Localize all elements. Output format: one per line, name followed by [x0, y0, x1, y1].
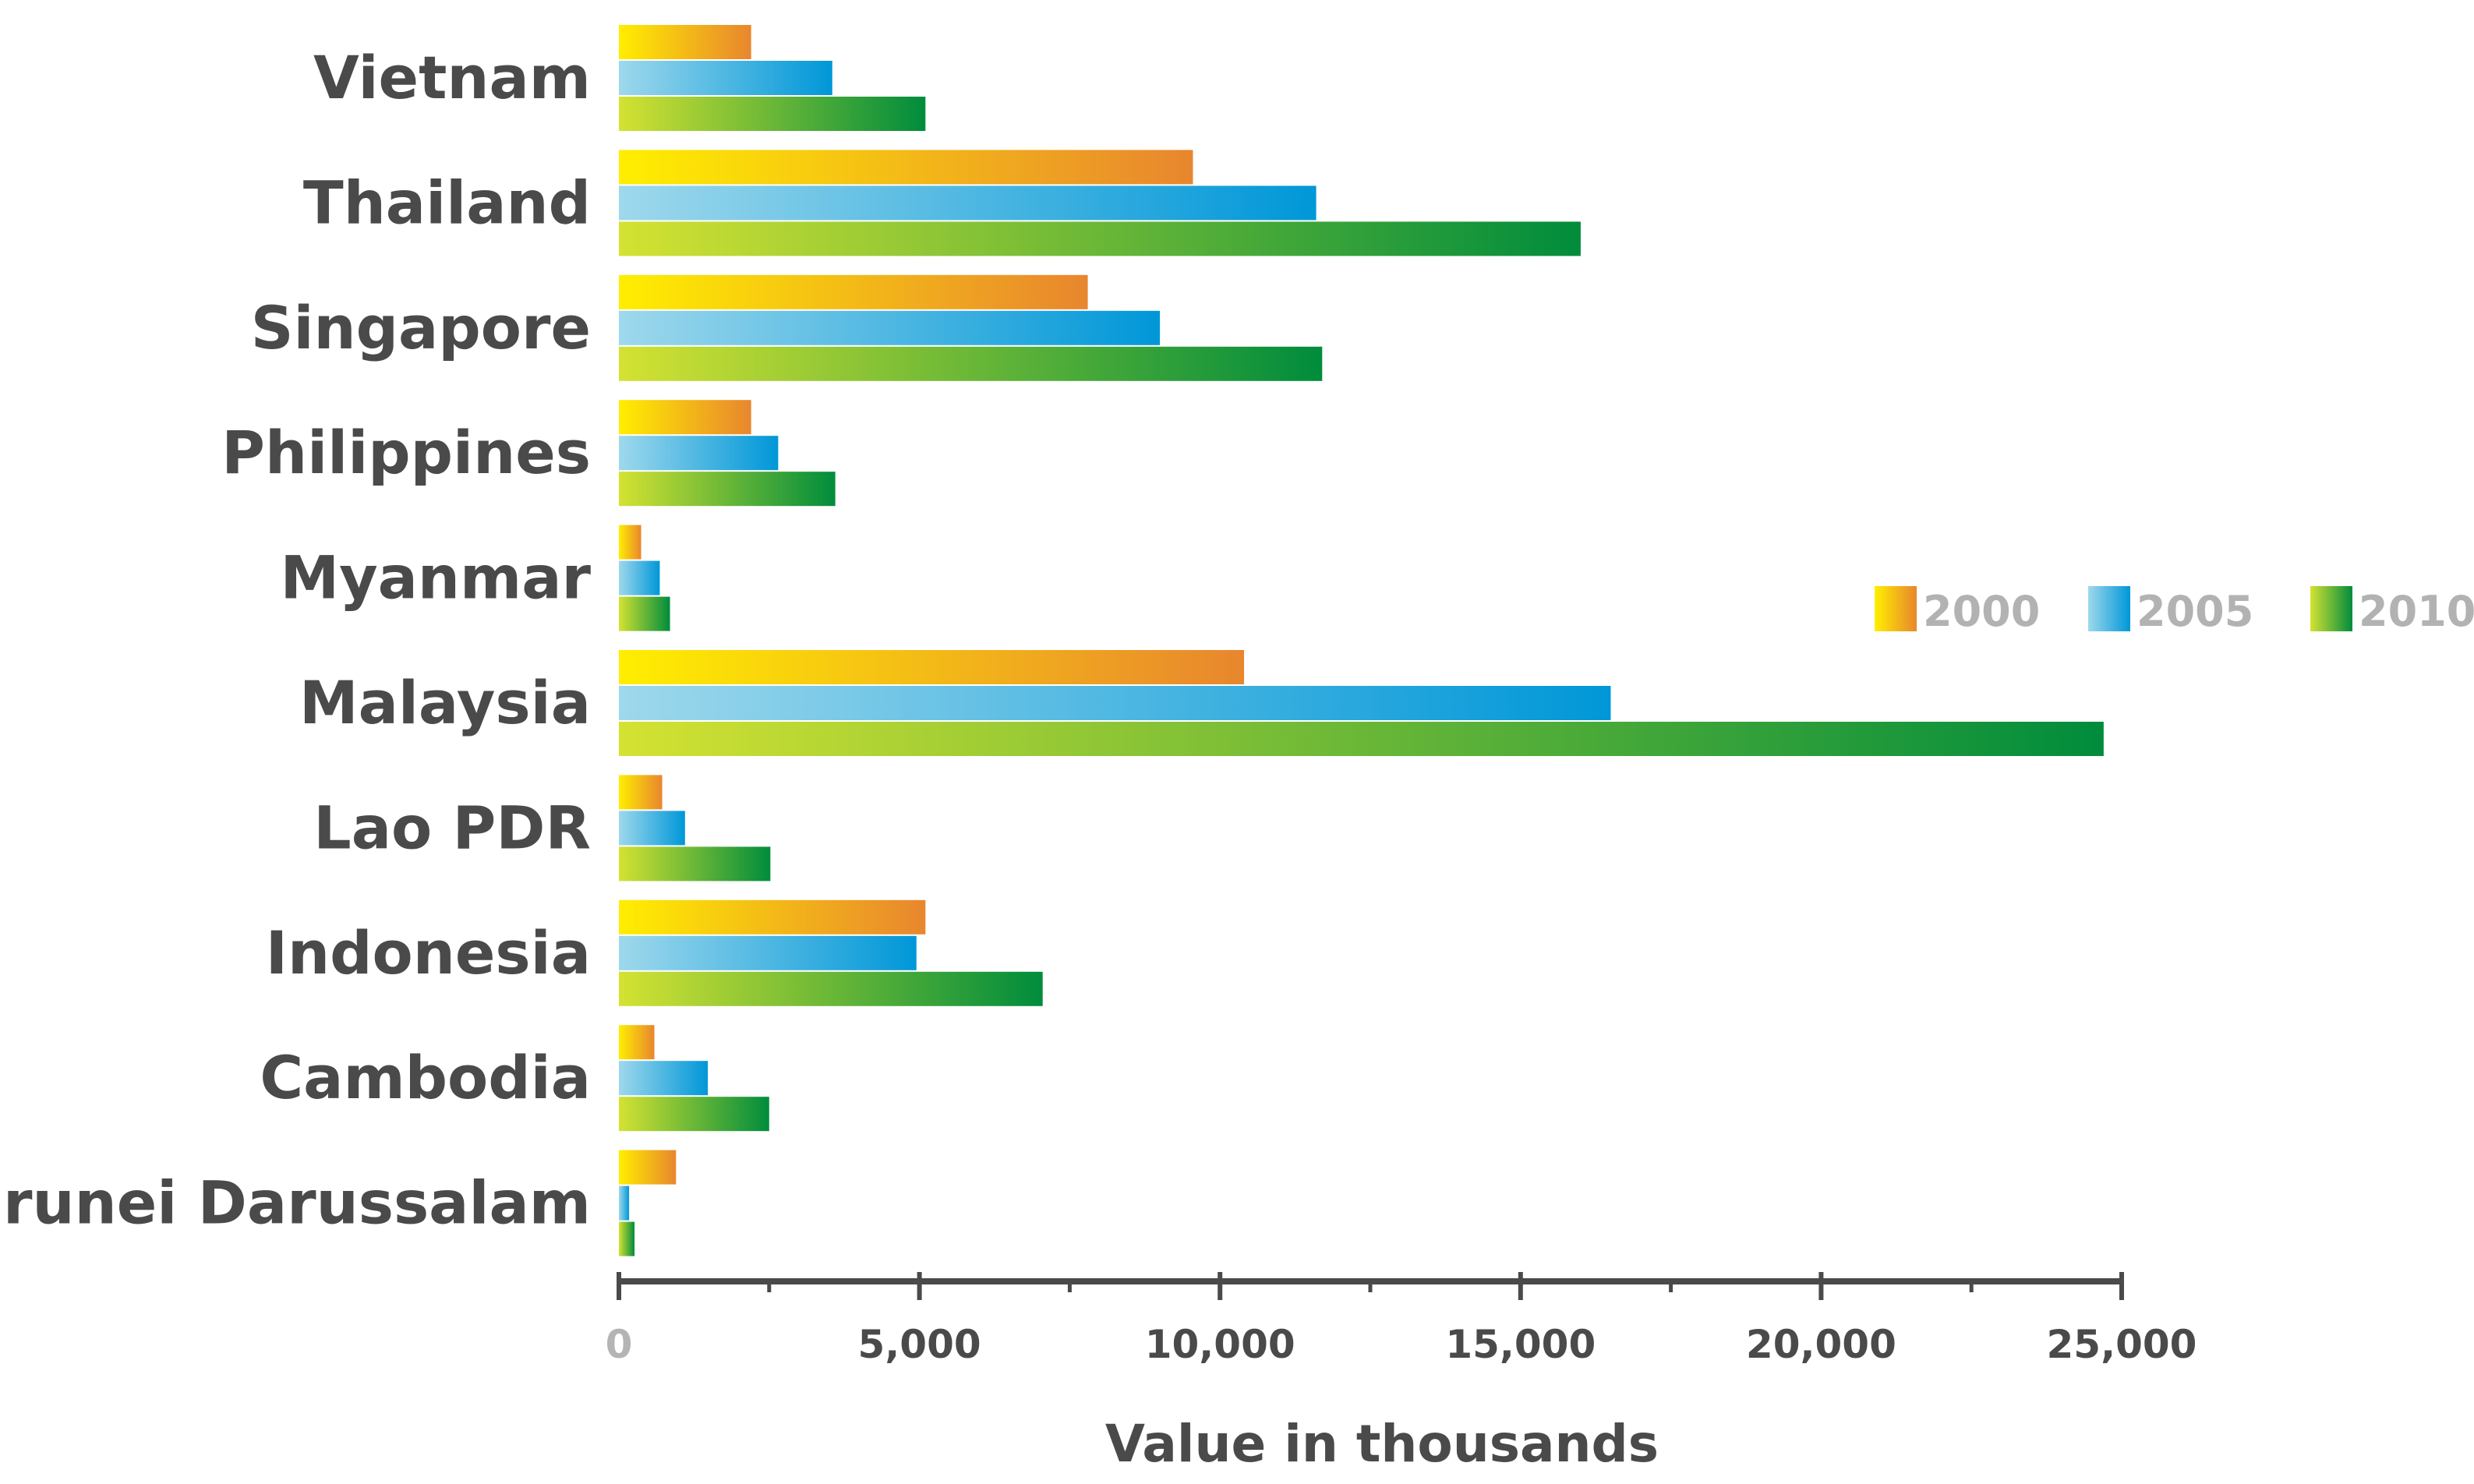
bars — [619, 25, 2104, 1256]
category-label: Myanmar — [280, 543, 591, 613]
x-axis-title: Value in thousands — [1105, 1414, 1659, 1474]
bar-vietnam-2005 — [619, 61, 832, 95]
category-label: Thailand — [303, 168, 591, 237]
bar-malaysia-2010 — [619, 722, 2104, 756]
bar-malaysia-2005 — [619, 686, 1611, 720]
bar-thailand-2010 — [619, 221, 1581, 256]
bar-indonesia-2005 — [619, 935, 917, 970]
bar-brunei-darussalam-2005 — [619, 1185, 630, 1221]
bar-vietnam-2010 — [619, 97, 926, 131]
category-label: Lao PDR — [313, 793, 591, 862]
bar-myanmar-2010 — [619, 596, 670, 631]
bar-vietnam-2000 — [619, 25, 751, 59]
category-label: Singapore — [251, 293, 591, 362]
bar-malaysia-2000 — [619, 650, 1245, 684]
bar-cambodia-2005 — [619, 1061, 709, 1096]
bar-brunei-darussalam-2000 — [619, 1150, 677, 1185]
bar-thailand-2000 — [619, 150, 1193, 185]
bar-myanmar-2000 — [619, 525, 641, 560]
bar-lao-pdr-2000 — [619, 775, 663, 810]
x-tick-label: 5,000 — [858, 1322, 981, 1367]
bar-indonesia-2000 — [619, 899, 926, 935]
bar-singapore-2005 — [619, 310, 1161, 345]
category-label: Malaysia — [299, 668, 591, 737]
bar-singapore-2010 — [619, 346, 1323, 381]
category-label: Indonesia — [266, 918, 591, 988]
category-label: Philippines — [221, 418, 591, 487]
bar-philippines-2005 — [619, 436, 779, 471]
bar-cambodia-2000 — [619, 1025, 655, 1060]
x-tick-label: 15,000 — [1445, 1322, 1596, 1367]
category-labels: Vietnam Thailand Singapore Philippines Myanm… — [0, 43, 592, 1238]
legend-label-2010: 2010 — [2359, 587, 2474, 636]
bar-philippines-2000 — [619, 400, 751, 435]
legend-label-2000: 2000 — [1923, 587, 2040, 636]
bar-indonesia-2010 — [619, 971, 1043, 1006]
category-label: Brunei Darussalam — [0, 1168, 591, 1238]
legend-swatch-2000 — [1875, 586, 1917, 631]
bar-brunei-darussalam-2010 — [619, 1221, 635, 1256]
legend-label-2005: 2005 — [2136, 587, 2253, 636]
legend-swatch-2010 — [2310, 586, 2352, 631]
category-label: Vietnam — [313, 43, 591, 112]
x-axis: 0 5,000 10,000 15,000 20,000 25,000 — [606, 1272, 2197, 1367]
x-tick-label: 10,000 — [1145, 1322, 1295, 1367]
bar-philippines-2010 — [619, 472, 836, 507]
bar-singapore-2000 — [619, 274, 1088, 309]
bar-myanmar-2005 — [619, 560, 660, 595]
legend: 2000 2005 2010 — [1875, 586, 2474, 636]
x-tick-label: 20,000 — [1746, 1322, 1896, 1367]
bar-lao-pdr-2005 — [619, 811, 685, 846]
category-label: Cambodia — [260, 1043, 591, 1112]
bar-thailand-2005 — [619, 186, 1317, 221]
x-tick-label: 25,000 — [2047, 1322, 2197, 1367]
x-tick-label: 0 — [606, 1322, 633, 1367]
legend-swatch-2005 — [2088, 586, 2130, 631]
bar-lao-pdr-2010 — [619, 846, 771, 882]
bar-cambodia-2010 — [619, 1097, 769, 1132]
